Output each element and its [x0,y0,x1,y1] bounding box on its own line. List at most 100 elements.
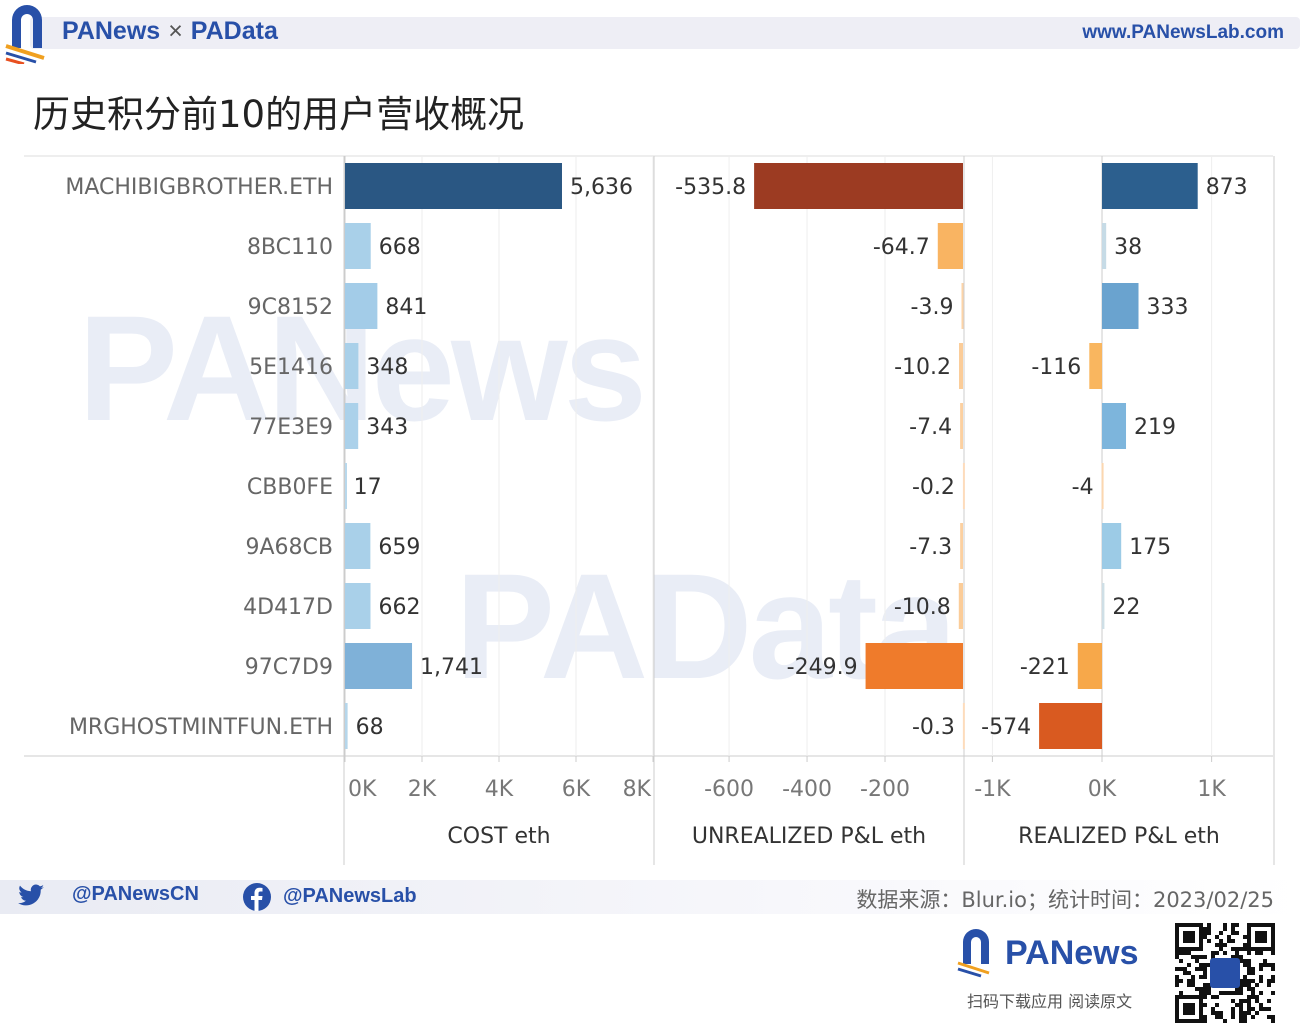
data-label: 219 [1134,415,1176,440]
bar [962,703,965,749]
data-label: -535.8 [675,175,746,200]
bar [345,403,359,449]
bar [1102,283,1139,329]
category-label: 97C7D9 [245,655,333,680]
tick-label: 0K [348,777,377,802]
bar [345,283,378,329]
chart: MACHIBIGBROTHER.ETH 8BC110 9C8152 5E1416 77E… [24,155,1275,865]
footer-logo-text: PANews [1005,934,1139,972]
axis-title: UNREALIZED P&L eth [692,824,926,849]
data-label: -64.7 [873,235,930,260]
data-label: 333 [1147,295,1189,320]
data-label: -574 [981,715,1031,740]
bar [345,643,413,689]
brand-panews: PANews [62,17,161,45]
data-label: 873 [1206,175,1248,200]
axis-title: REALIZED P&L eth [1018,824,1220,849]
data-label: 659 [378,535,420,560]
tick-label: -200 [860,777,910,802]
bar [1102,223,1107,269]
data-label: 348 [366,355,408,380]
data-label: -0.2 [912,475,955,500]
panews-logo-icon [5,5,45,64]
bar [345,343,359,389]
category-label: 77E3E9 [249,415,333,440]
facebook-icon[interactable] [242,881,272,913]
facebook-handle[interactable]: @PANewsLab [283,885,417,907]
data-label: 343 [366,415,408,440]
data-label: 841 [385,295,427,320]
data-label: 5,636 [570,175,633,200]
tick-label: 2K [408,777,437,802]
bar [962,463,965,509]
data-label: -7.4 [909,415,952,440]
tick-label: -600 [704,777,754,802]
footer-bar [0,880,1304,914]
data-label: -221 [1020,655,1070,680]
data-label: 68 [356,715,384,740]
scan-text: 扫码下载应用 阅读原文 [967,992,1133,1011]
brand-title: PANews × PAData [62,17,278,46]
tick-label: 6K [562,777,591,802]
bar [1102,523,1122,569]
twitter-handle[interactable]: @PANewsCN [72,883,199,905]
category-label: 8BC110 [247,235,333,260]
data-label: 38 [1114,235,1142,260]
website-link[interactable]: www.PANewsLab.com [1082,22,1284,43]
category-label: MRGHOSTMINTFUN.ETH [69,715,333,740]
bar [345,223,371,269]
tick-label: 0K [1088,777,1117,802]
category-label: CBB0FE [247,475,333,500]
data-label: -0.3 [912,715,955,740]
tick-label: 4K [485,777,514,802]
bar [1102,163,1198,209]
tick-label: 8K [623,777,652,802]
bar [754,163,963,209]
bar [1077,643,1103,689]
qr-code[interactable] [1174,922,1276,1024]
twitter-icon[interactable] [16,882,46,910]
brand-times: × [168,17,183,45]
category-label: 9A68CB [246,535,334,560]
data-label: 662 [378,595,420,620]
category-label: 9C8152 [248,295,333,320]
data-label: 22 [1112,595,1140,620]
data-label: 17 [354,475,382,500]
tick-label: -400 [782,777,832,802]
bar [345,163,562,209]
bar [1102,583,1105,629]
data-label: -249.9 [787,655,858,680]
data-label: -10.2 [894,355,951,380]
bar [1101,463,1104,509]
chart-title: 历史积分前10的用户营收概况 [33,93,525,136]
data-source: 数据来源：Blur.io；统计时间：2023/02/25 [856,888,1274,912]
category-label: 5E1416 [249,355,333,380]
tick-label: 1K [1197,777,1226,802]
header-bar [30,17,1300,49]
category-label: MACHIBIGBROTHER.ETH [65,175,333,200]
bar [961,283,964,329]
bar [960,403,963,449]
bar [959,343,963,389]
bar [1039,703,1103,749]
bar [960,523,963,569]
tick-label: -1K [974,777,1011,802]
data-label: 175 [1129,535,1171,560]
data-label: -4 [1072,475,1094,500]
data-label: -7.3 [909,535,952,560]
bar [1089,343,1103,389]
bar [865,643,963,689]
data-label: 668 [379,235,421,260]
category-label: 4D417D [243,595,333,620]
bar [345,703,348,749]
data-label: -3.9 [911,295,954,320]
axis-title: COST eth [447,824,550,849]
bar [345,463,347,509]
bar [937,223,963,269]
bar [1102,403,1127,449]
bar [345,523,371,569]
data-label: -116 [1031,355,1081,380]
panews-footer-logo-icon [957,929,990,978]
brand-padata: PAData [190,17,278,45]
data-label: -10.8 [894,595,951,620]
